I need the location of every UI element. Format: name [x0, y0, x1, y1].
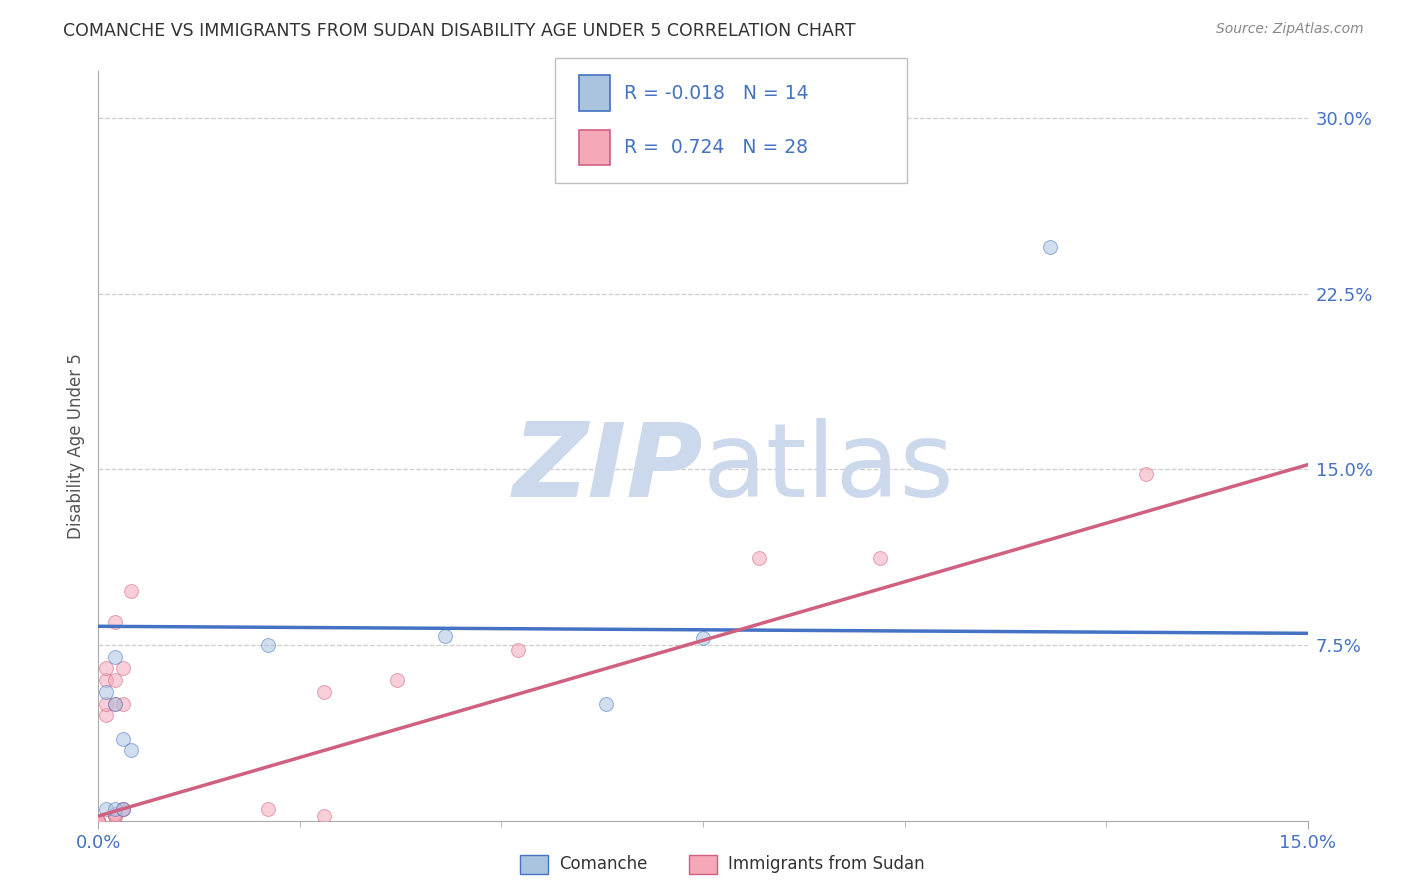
Point — [103, 697, 125, 711]
Point — [120, 584, 142, 599]
Point — [103, 649, 125, 664]
Text: Immigrants from Sudan: Immigrants from Sudan — [728, 855, 925, 873]
Point — [853, 162, 876, 177]
Point — [111, 697, 134, 711]
Point — [314, 809, 336, 823]
Point — [96, 697, 118, 711]
Text: R = -0.018   N = 14: R = -0.018 N = 14 — [624, 84, 808, 103]
Text: R =  0.724   N = 28: R = 0.724 N = 28 — [624, 138, 808, 157]
Point — [87, 814, 110, 828]
Point — [595, 697, 617, 711]
Point — [87, 814, 110, 828]
Point — [256, 638, 278, 652]
Point — [506, 642, 529, 657]
Point — [748, 551, 770, 566]
Point — [103, 809, 125, 823]
Point — [103, 673, 125, 688]
Text: Source: ZipAtlas.com: Source: ZipAtlas.com — [1216, 22, 1364, 37]
Y-axis label: Disability Age Under 5: Disability Age Under 5 — [66, 353, 84, 539]
Text: atlas: atlas — [703, 418, 955, 519]
Point — [111, 661, 134, 675]
Point — [120, 743, 142, 757]
Point — [103, 697, 125, 711]
Point — [111, 802, 134, 816]
Point — [96, 685, 118, 699]
Point — [256, 802, 278, 816]
Point — [1039, 240, 1062, 254]
Point — [869, 551, 891, 566]
Point — [385, 673, 408, 688]
Point — [314, 685, 336, 699]
Point — [96, 673, 118, 688]
Point — [96, 802, 118, 816]
Text: ZIP: ZIP — [512, 418, 703, 519]
Point — [103, 615, 125, 629]
Point — [434, 629, 457, 643]
Point — [111, 802, 134, 816]
Point — [692, 631, 714, 645]
Point — [87, 814, 110, 828]
Point — [103, 802, 125, 816]
Point — [111, 802, 134, 816]
Point — [87, 814, 110, 828]
Text: Comanche: Comanche — [560, 855, 648, 873]
Point — [111, 731, 134, 746]
Point — [96, 661, 118, 675]
Point — [103, 809, 125, 823]
Point — [96, 708, 118, 723]
Point — [103, 806, 125, 821]
Point — [87, 814, 110, 828]
Point — [1135, 467, 1157, 482]
Text: COMANCHE VS IMMIGRANTS FROM SUDAN DISABILITY AGE UNDER 5 CORRELATION CHART: COMANCHE VS IMMIGRANTS FROM SUDAN DISABI… — [63, 22, 856, 40]
